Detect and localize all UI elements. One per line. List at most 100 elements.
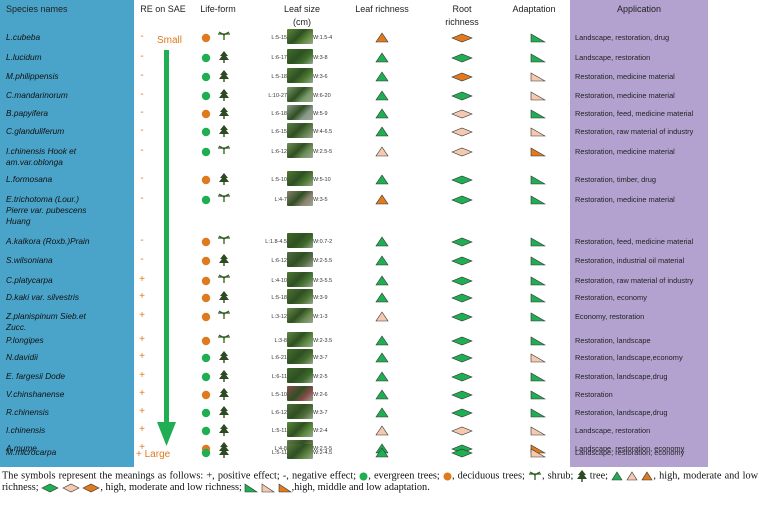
leaf-photo (287, 308, 313, 323)
shrub-icon (218, 334, 230, 343)
leaf-photo (287, 368, 313, 383)
leaf-length: L:5-10 (271, 177, 287, 183)
effect-small-label: Small (157, 35, 183, 46)
deciduous-dot-icon (201, 175, 211, 185)
wedge-high-icon (245, 483, 259, 493)
leaf-richness-triangle (375, 371, 389, 382)
root-richness-diamond (451, 127, 473, 137)
species-name: S.wilsoniana (6, 255, 53, 265)
leaf-width: W:2-6 (313, 392, 328, 398)
footnote-text-4: , shrub; (541, 470, 574, 482)
re-effect: + (139, 291, 145, 302)
root-richness-diamond (451, 408, 473, 418)
adaptation-wedge (530, 109, 546, 119)
leaf-width: W:2-3.5 (313, 338, 333, 344)
diamond-low-icon (82, 483, 101, 493)
footnote-text-8: ,high, middle and low adaptation. (291, 482, 430, 494)
leaf-photo (287, 191, 313, 206)
tree-icon (219, 51, 229, 63)
species-name: C.glanduliferum (6, 126, 65, 136)
tree-icon (219, 388, 229, 400)
shrub-icon (218, 310, 230, 319)
leaf-photo (287, 332, 313, 347)
root-richness-diamond (451, 195, 473, 205)
species-name: C.mandarinorum (6, 90, 68, 100)
footnote-text-7: , high, moderate and low richness; (100, 482, 242, 494)
leaf-richness-triangle (375, 352, 389, 363)
re-effect: - (140, 145, 144, 156)
adaptation-wedge (530, 426, 546, 436)
footnote-text-3: , deciduous trees; (451, 470, 525, 482)
re-effect: + (139, 424, 145, 435)
leaf-length: L:5-11 (271, 450, 287, 456)
header-application: Application (616, 4, 662, 14)
re-effect: + (139, 442, 145, 453)
leaf-photo (287, 49, 313, 64)
adaptation-wedge (530, 448, 546, 458)
leaf-richness-triangle (375, 255, 389, 266)
leaf-richness-triangle (375, 90, 389, 101)
leaf-length: L:6-21 (271, 355, 287, 361)
evergreen-dot-icon (201, 195, 211, 205)
header-root-label-2: richness (445, 17, 479, 27)
application-text: Restoration (575, 390, 613, 399)
leaf-photo (287, 87, 313, 102)
species-name: L.formosana (6, 174, 53, 184)
shrub-icon (218, 31, 230, 40)
leaf-width: W:2.5-5 (313, 446, 333, 452)
leaf-richness-triangle (375, 311, 389, 322)
species-column-bg (0, 0, 134, 467)
adaptation-wedge (530, 195, 546, 205)
footnote-text-6: , high, moderate and low richness; (2, 470, 759, 494)
leaf-richness-triangle (375, 275, 389, 286)
evergreen-dot-icon (201, 448, 211, 458)
root-richness-diamond (451, 448, 473, 458)
species-name: M.microcarpa (6, 447, 57, 457)
header-root-richness: Root richness (428, 3, 496, 29)
root-richness-diamond (451, 312, 473, 322)
leaf-width: W:0.7-2 (313, 239, 333, 245)
leaf-photo (287, 171, 313, 186)
species-name: C.platycarpa (6, 275, 53, 285)
leaf-length: L:5-18 (271, 295, 287, 301)
root-richness-diamond (451, 426, 473, 436)
adaptation-wedge (530, 127, 546, 137)
species-name: Z.planispinum Sieb.et Zucc. (6, 311, 86, 332)
header-leafsize: Leaf size (cm) (252, 3, 352, 29)
deciduous-dot-icon (201, 276, 211, 286)
leaf-length: L:6-11 (271, 374, 287, 380)
application-text: Restoration, landscape,drug (575, 408, 668, 417)
species-name: M.philippensis (6, 71, 59, 81)
leaf-length: L:4-7 (274, 197, 287, 203)
adaptation-wedge (530, 276, 546, 286)
deciduous-dot-icon (201, 256, 211, 266)
tree-icon (219, 254, 229, 266)
leaf-length: L:5-10 (271, 392, 287, 398)
leaf-width: W:3-8 (313, 55, 328, 61)
shrub-icon (218, 145, 230, 154)
effect-large-label: Large (144, 449, 171, 460)
application-text: Restoration, medicine material (575, 195, 675, 204)
re-effect: - (140, 51, 144, 62)
leaf-width: W:3-7 (313, 355, 328, 361)
leaf-photo (287, 386, 313, 401)
effect-arrow (157, 50, 176, 446)
header-leafsize-unit: (cm) (293, 17, 311, 27)
tree-icon (576, 470, 587, 482)
wedge-middle-icon (261, 483, 276, 493)
leaf-photo (287, 252, 313, 267)
root-richness-diamond (451, 336, 473, 346)
species-name: L.lucidum (6, 52, 42, 62)
leaf-richness-triangle (375, 32, 389, 43)
root-richness-diamond (451, 147, 473, 157)
leaf-length: L:5-18 (271, 74, 287, 80)
leaf-richness-triangle (375, 292, 389, 303)
adaptation-wedge (530, 33, 546, 43)
adaptation-wedge (530, 336, 546, 346)
deciduous-dot-icon (201, 33, 211, 43)
wedge-low-icon (278, 483, 292, 493)
tree-icon (219, 370, 229, 382)
species-name: E. fargesii Dode (6, 371, 66, 381)
leaf-width: W:3-5.5 (313, 278, 333, 284)
adaptation-wedge (530, 72, 546, 82)
